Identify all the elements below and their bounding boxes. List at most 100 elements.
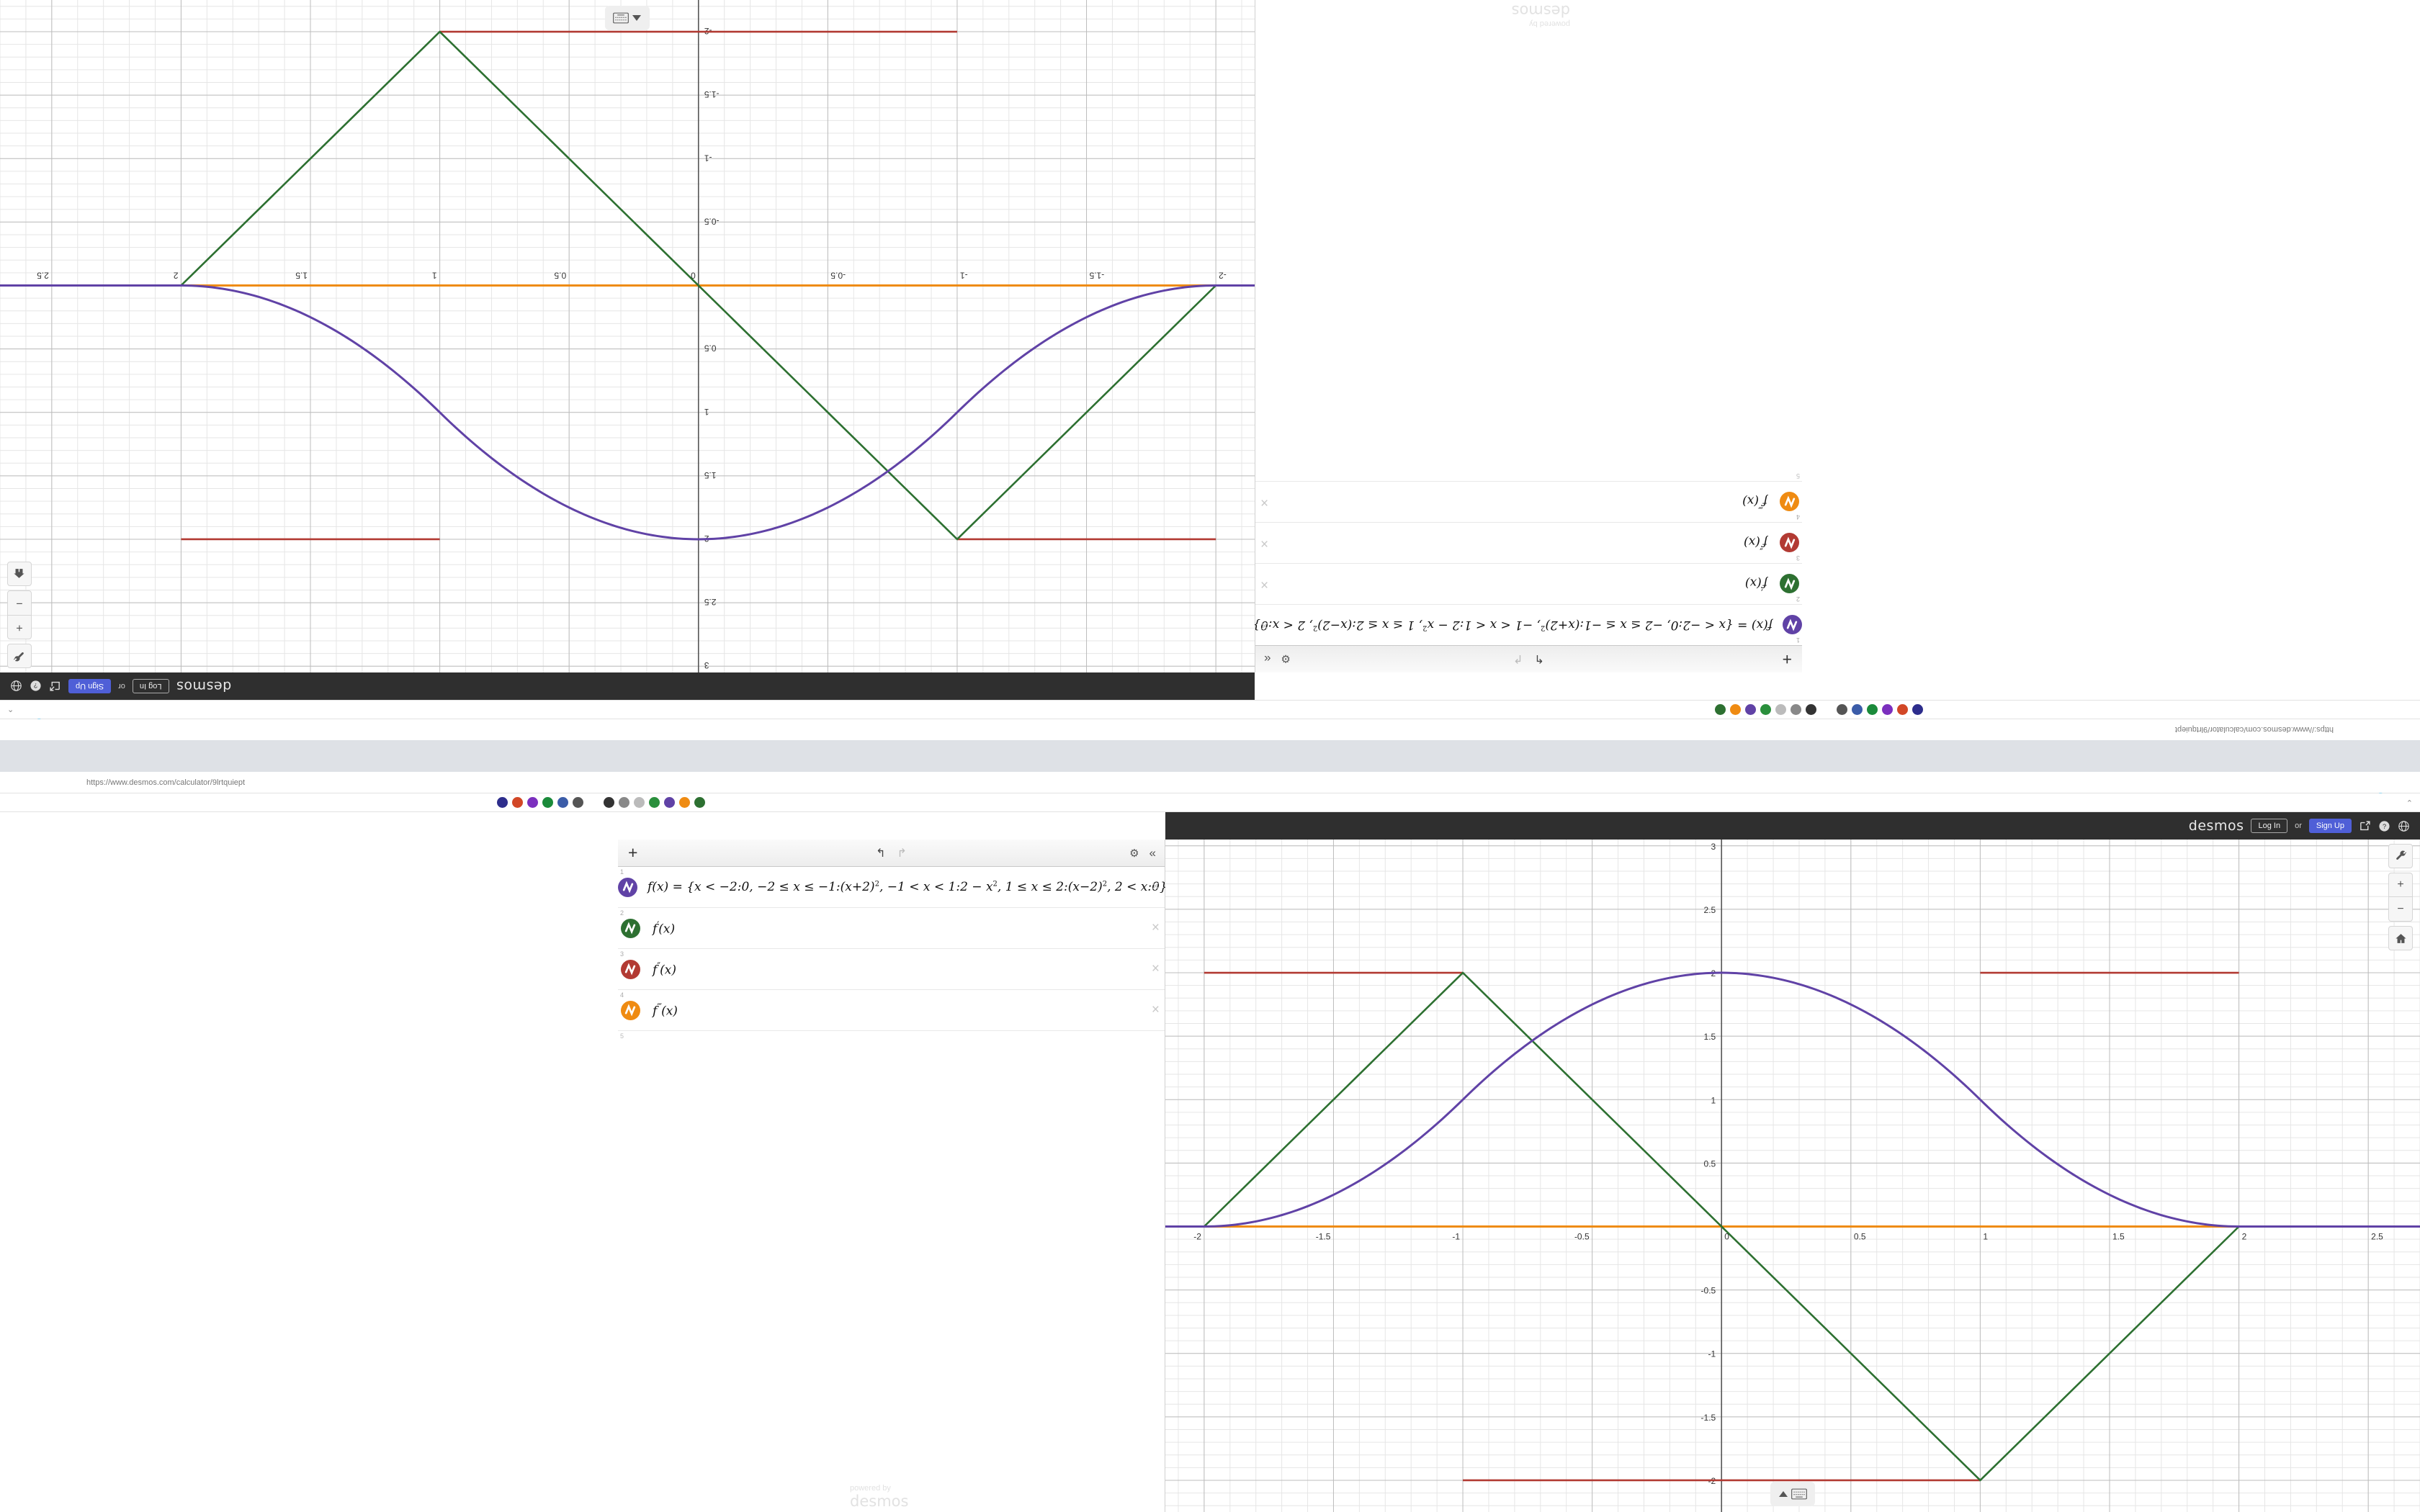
curve-toggle-icon[interactable] <box>618 877 637 897</box>
undo-redo-group: ↰ ↱ <box>876 846 907 860</box>
expression-panel: + ↰ ↱ ⚙ « 1 f(x) = {x < −2:0, −2 ≤ x ≤ −1… <box>1252 471 1802 672</box>
expression-color-bullet <box>1783 615 1802 635</box>
keypad-toggle-button[interactable] <box>1770 1482 1815 1506</box>
wrench-icon <box>7 644 32 668</box>
bookmark-item[interactable] <box>497 797 508 808</box>
bookmark-item <box>1852 704 1863 715</box>
expression-latex[interactable]: f(x) = {x < −2:0, −2 ≤ x ≤ −1:(x+2)2, −1… <box>647 880 1168 894</box>
expression-latex: f′(x) <box>1744 575 1767 593</box>
bookmark-item <box>1867 704 1878 715</box>
bookmark-item[interactable] <box>694 797 705 808</box>
x-tick-label: 0.5 <box>554 271 566 281</box>
expression-color-bullet[interactable] <box>618 1000 642 1020</box>
y-tick-label: 3 <box>1711 842 1716 852</box>
zoom-in-icon[interactable]: + <box>2388 873 2413 897</box>
y-tick-label: 2.5 <box>1704 905 1716 915</box>
svg-text:?: ? <box>2383 823 2386 830</box>
expression-color-bullet[interactable] <box>618 877 637 897</box>
navbar-right-group: desmos Log In or Sign Up ? <box>2189 818 2420 834</box>
login-button[interactable]: Log In <box>2251 819 2288 833</box>
browser-window[interactable]: https://www.desmos.com/calculator/9lrtqu… <box>0 756 2420 1512</box>
desmos-logo: desmos <box>176 678 232 694</box>
add-expression-button[interactable]: + <box>628 843 638 862</box>
zoom-out-icon: − <box>7 590 32 615</box>
y-tick-label: -1.5 <box>704 89 719 99</box>
delete-expression-icon[interactable]: × <box>1151 961 1160 976</box>
help-icon[interactable]: ? <box>2378 820 2390 832</box>
signup-button: Sign Up <box>68 679 112 693</box>
language-globe-icon <box>10 680 22 693</box>
bookmark-item[interactable] <box>542 797 553 808</box>
expression-latex[interactable]: f′(x) <box>653 919 676 937</box>
chevron-up-icon <box>1778 1491 1788 1497</box>
bookmark-item[interactable] <box>573 797 583 808</box>
wrench-icon[interactable] <box>2388 844 2413 868</box>
y-tick-label: 0.5 <box>1704 1158 1716 1169</box>
row-number: 4 <box>1796 513 1800 521</box>
undo-icon[interactable]: ↰ <box>876 847 886 860</box>
bookmark-item <box>1745 704 1756 715</box>
undo-redo-group: ↰ ↱ <box>1513 652 1544 667</box>
bookmark-item[interactable] <box>619 797 629 808</box>
expression-row[interactable]: 2 f′(x) × <box>618 908 1165 949</box>
delete-expression-icon[interactable]: × <box>1151 920 1160 935</box>
gear-icon[interactable]: ⚙ <box>1129 847 1139 860</box>
signup-button[interactable]: Sign Up <box>2308 819 2352 833</box>
graph-canvas[interactable]: -2 -1.5 -1 -0.5 0 0.5 1 1.5 2 2.5 -2 -1.5 -1 -0.5 0.5 1… <box>1165 840 2420 1512</box>
expression-row-empty[interactable]: 5 <box>618 1031 1165 1050</box>
zoom-out-icon[interactable]: − <box>2388 897 2413 922</box>
bookmark-item <box>1882 704 1893 715</box>
home-icon[interactable] <box>2388 926 2413 950</box>
y-tick-label: -1 <box>704 153 712 163</box>
expression-row[interactable]: 3 f″(x) × <box>618 949 1165 990</box>
x-tick-label: 2.5 <box>37 271 49 281</box>
delete-expression-icon[interactable]: × <box>1151 1002 1160 1017</box>
expression-latex: f(x) = {x < −2:0, −2 ≤ x ≤ −1:(x+2)2, −1… <box>1252 618 1773 632</box>
curve-toggle-icon[interactable] <box>620 918 640 938</box>
or-label: or <box>2295 822 2302 830</box>
keypad-toggle-group <box>1165 1482 2420 1506</box>
curve-toggle-icon <box>1780 533 1800 553</box>
redo-icon[interactable]: ↱ <box>897 847 907 860</box>
bookmark-item[interactable] <box>557 797 568 808</box>
share-icon <box>49 680 61 693</box>
bookmark-item[interactable] <box>527 797 538 808</box>
bookmark-item[interactable] <box>679 797 690 808</box>
bookmark-item[interactable] <box>664 797 675 808</box>
curve-f <box>1165 971 2420 1228</box>
expression-color-bullet[interactable] <box>618 959 642 979</box>
expression-latex[interactable]: f″(x) <box>653 960 677 978</box>
expression-latex[interactable]: f‴(x) <box>653 1002 678 1019</box>
bookmark-item[interactable] <box>649 797 660 808</box>
bookmarks-overflow-icon[interactable]: ⌃ <box>2406 798 2413 808</box>
expression-row[interactable]: 4 f‴(x) × <box>618 990 1165 1031</box>
curve-toggle-icon[interactable] <box>620 959 640 979</box>
y-tick-label: -1.5 <box>1701 1413 1716 1423</box>
share-icon[interactable] <box>2359 820 2371 832</box>
x-tick-label: 1.5 <box>295 271 308 281</box>
expression-row[interactable]: 1 f(x) = {x < −2:0, −2 ≤ x ≤ −1:(x+2)2, −… <box>618 867 1168 908</box>
graph-plot[interactable]: -2 -1.5 -1 -0.5 0 0.5 1 1.5 2 2.5-2-1.5-1-0.50.51… <box>1165 840 2420 1512</box>
delete-expression-icon[interactable]: × <box>1151 879 1160 894</box>
bookmark-item[interactable] <box>604 797 614 808</box>
row-number: 2 <box>1796 595 1800 603</box>
bookmark-item[interactable] <box>634 797 645 808</box>
app-navbar: Mediocre quadratic piecewi... Save Copy … <box>0 672 2420 700</box>
collapse-panel-icon[interactable]: « <box>1149 845 1156 860</box>
svg-text:?: ? <box>34 682 37 689</box>
language-globe-icon[interactable] <box>2398 820 2410 832</box>
redo-icon: ↱ <box>1513 652 1523 665</box>
gear-icon: ⚙ <box>1281 652 1291 665</box>
bookmarks-bar[interactable] <box>0 793 2420 812</box>
tab-strip[interactable] <box>0 756 2420 772</box>
bookmark-item[interactable] <box>512 797 523 808</box>
y-tick-label: 2.5 <box>704 597 716 607</box>
login-button: Log In <box>132 679 169 693</box>
browser-chrome: https://www.desmos.com/calculator/9lrtqu… <box>0 756 2420 812</box>
x-tick-label: 2.5 <box>2371 1231 2383 1241</box>
address-bar[interactable]: https://www.desmos.com/calculator/9lrtqu… <box>0 772 2420 804</box>
desmos-logo[interactable]: desmos <box>2188 818 2244 834</box>
graph-plot: -2-1.5-1-0.500.511.522.5-2-1.5-1-0.50.51… <box>0 0 1255 672</box>
expression-color-bullet[interactable] <box>618 918 642 938</box>
curve-toggle-icon[interactable] <box>620 1000 640 1020</box>
